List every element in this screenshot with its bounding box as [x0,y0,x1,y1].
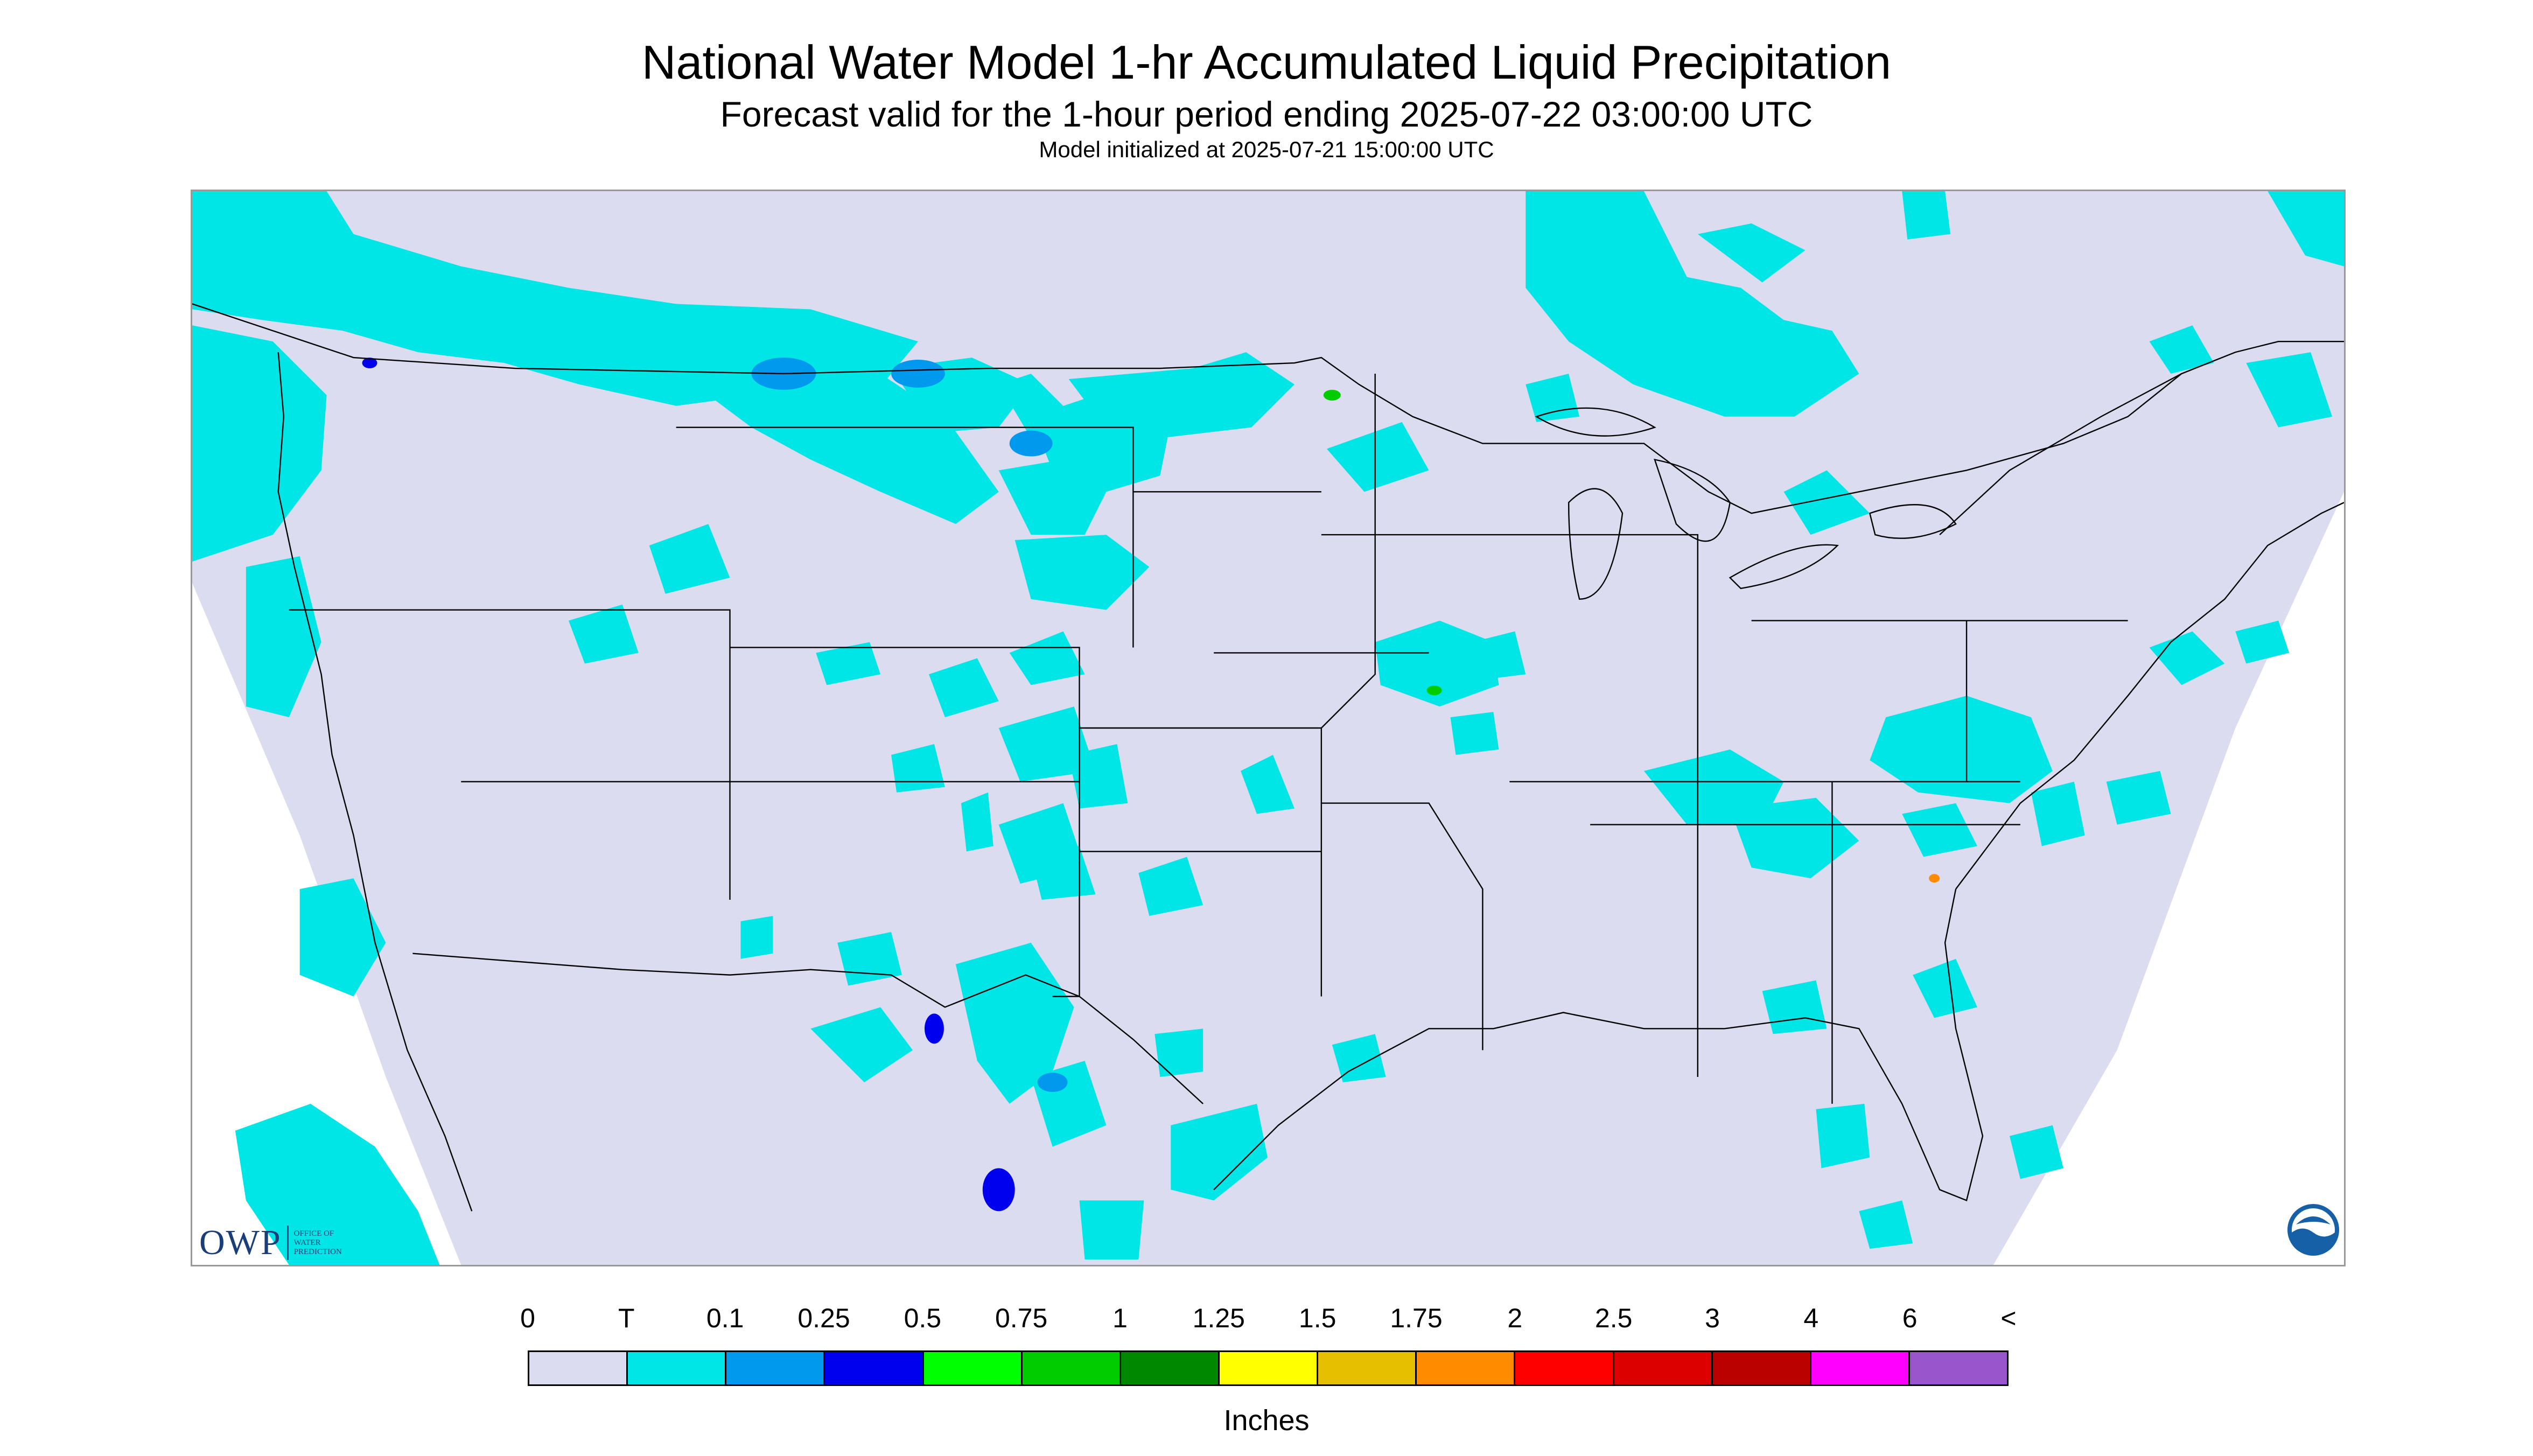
legend-swatch [1318,1352,1417,1384]
legend-label: 0.75 [995,1303,1048,1333]
owp-logo-divider [286,1226,289,1260]
legend-label: 0.5 [904,1303,942,1333]
legend-swatch [1417,1352,1516,1384]
legend-label: 1.25 [1192,1303,1245,1333]
map-title: National Water Model 1-hr Accumulated Li… [641,36,1892,89]
legend-swatch [1219,1352,1319,1384]
model-init-time: Model initialized at 2025-07-21 15:00:00… [1039,137,1494,162]
legend-label: 4 [1803,1303,1819,1333]
legend-label: 1.5 [1298,1303,1337,1333]
owp-logo-name: OFFICE OF WATER PREDICTION [294,1229,375,1257]
legend-swatch [923,1352,1023,1384]
legend-label: < [2000,1303,2017,1333]
precip-heavier-cores [362,358,1940,1212]
map-canvas [192,191,2344,1265]
legend-swatch [1121,1352,1220,1384]
legend-swatch [1811,1352,1910,1384]
legend-label: 1 [1112,1303,1128,1333]
legend-label: 2 [1507,1303,1523,1333]
legend-swatch [726,1352,825,1384]
legend-swatch [1515,1352,1614,1384]
legend-labels: 0 T 0.1 0.25 0.5 0.75 1 1.25 1.5 1.75 2 2.5 3 4 6 < [0,1302,2533,1334]
legend-label: 3 [1705,1303,1720,1333]
precip-trace-areas [192,191,2344,1265]
boundaries [192,303,2344,1212]
legend-swatch [1712,1352,1811,1384]
legend-label: 0.1 [706,1303,744,1333]
legend-label: 6 [1902,1303,1918,1333]
owp-logo-line: PREDICTION [293,1247,342,1256]
legend-swatch [1909,1352,2007,1384]
owp-logo-line: OFFICE OF [293,1229,334,1238]
legend-swatch [825,1352,924,1384]
legend-swatch [1022,1352,1121,1384]
legend-label: T [618,1303,635,1333]
legend-swatch [529,1352,628,1384]
owp-logo-line: WATER [293,1238,321,1247]
legend-units: Inches [1223,1404,1310,1437]
legend-label: 2.5 [1594,1303,1633,1333]
legend-color-bar [528,1350,2009,1386]
noaa-logo-icon [2287,1204,2339,1256]
owp-logo-abbrev: OWP [199,1223,282,1262]
owp-logo: OWP OFFICE OF WATER PREDICTION [199,1222,375,1263]
legend-label: 0 [520,1303,535,1333]
legend-swatch [628,1352,727,1384]
legend-swatch [1614,1352,1713,1384]
precipitation-map [191,190,2346,1266]
outside-domain-right [1993,492,2344,1265]
legend-label: 0.25 [797,1303,850,1333]
map-subtitle: Forecast valid for the 1-hour period end… [720,94,1813,134]
legend-label: 1.75 [1390,1303,1443,1333]
